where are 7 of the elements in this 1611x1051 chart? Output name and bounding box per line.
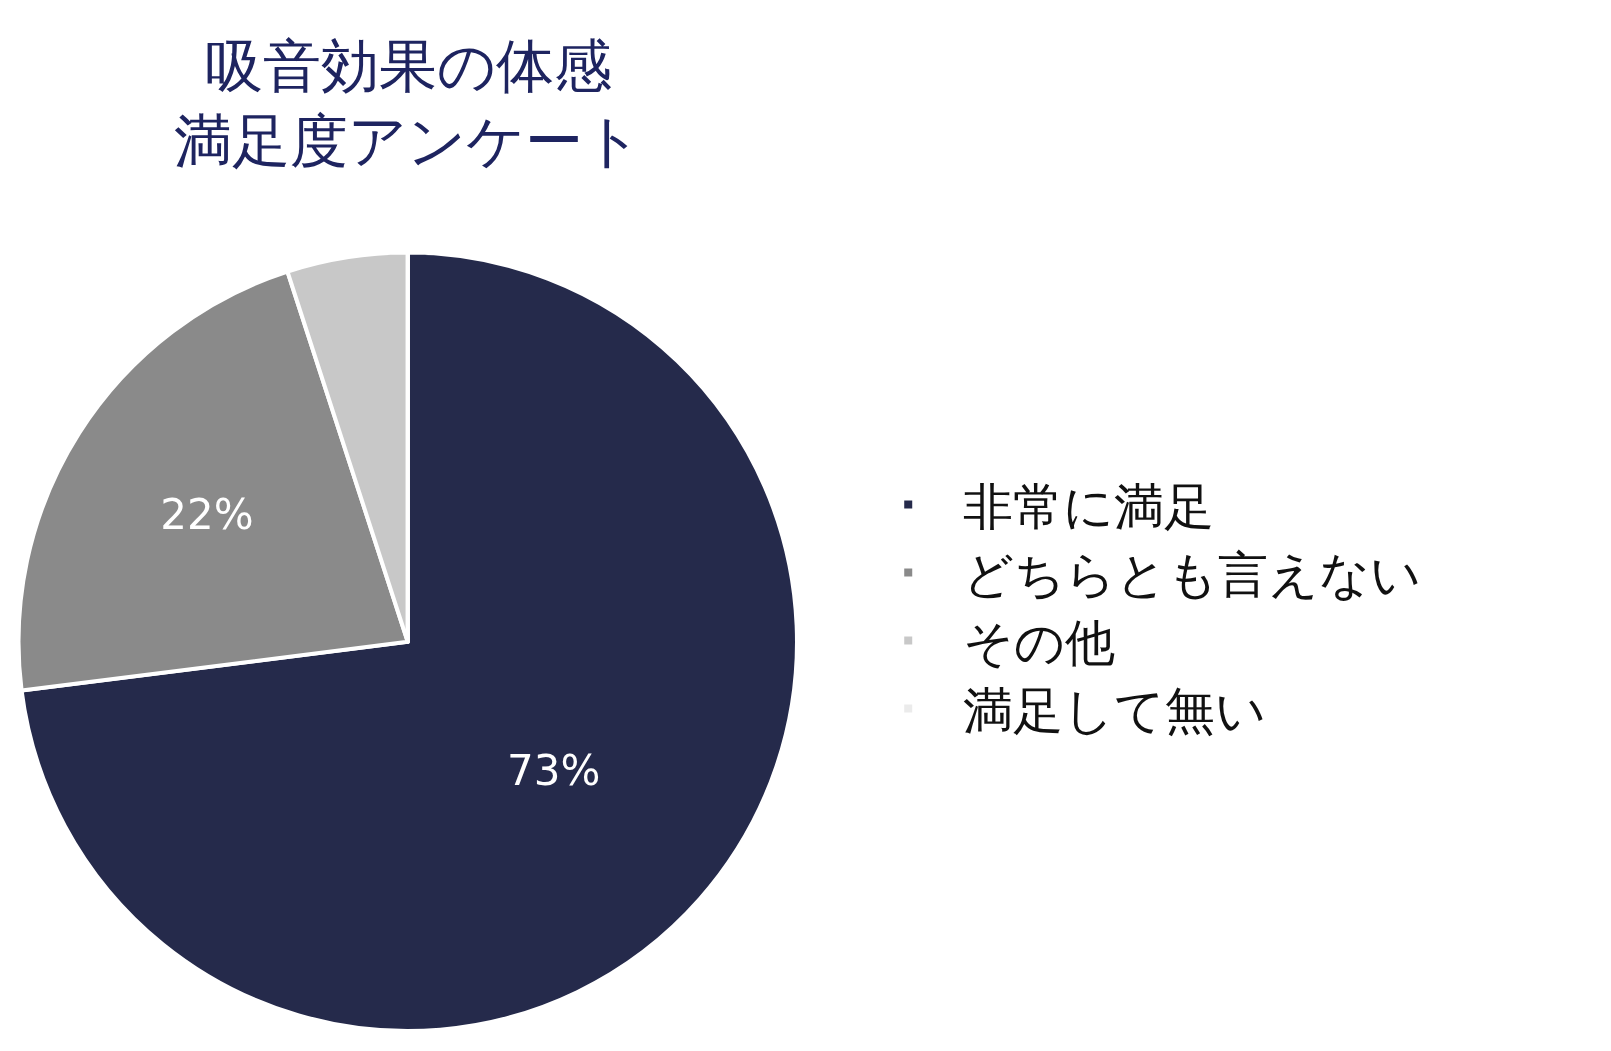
legend-label: 満足して無い	[963, 681, 1267, 740]
legend-label: どちらとも言えない	[963, 545, 1422, 604]
data-label: 73%	[507, 745, 601, 795]
legend-label: 非常に満足	[963, 477, 1215, 536]
chart-title: 吸音効果の体感満足度アンケート	[174, 32, 642, 176]
data-label: 22%	[160, 489, 254, 539]
legend-label: その他	[963, 613, 1116, 672]
